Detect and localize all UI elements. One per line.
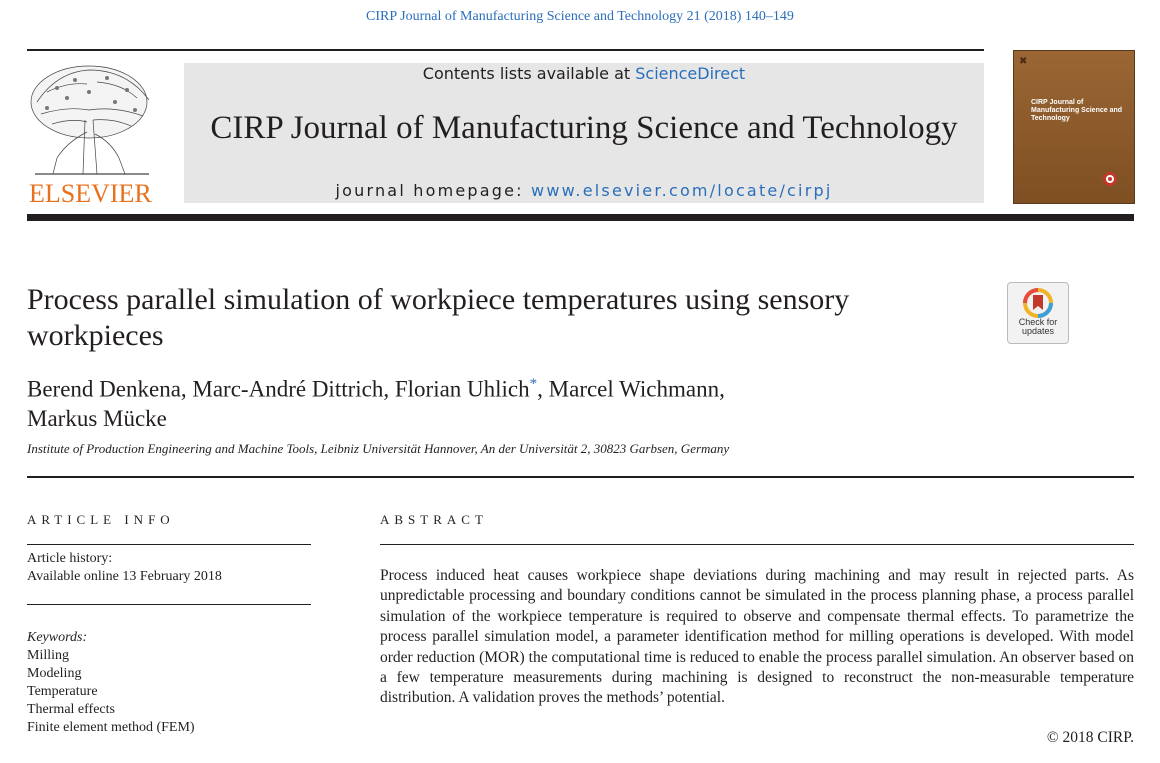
check-updates-icon xyxy=(1023,288,1053,318)
affiliation: Institute of Production Engineering and … xyxy=(27,441,730,456)
keywords-block: Keywords: Milling Modeling Temperature T… xyxy=(27,629,311,737)
check-updates-line2: updates xyxy=(1021,326,1055,336)
homepage-line: journal homepage: www.elsevier.com/locat… xyxy=(184,181,984,200)
homepage-prefix: journal homepage: xyxy=(335,181,532,200)
elsevier-logo: ELSEVIER xyxy=(27,62,157,208)
article-title: Process parallel simulation of workpiece… xyxy=(27,283,850,352)
homepage-link[interactable]: www.elsevier.com/locate/cirpj xyxy=(531,181,833,200)
keyword-item: Temperature xyxy=(27,684,98,699)
keywords-label: Keywords: xyxy=(27,630,88,645)
journal-banner xyxy=(184,63,984,203)
journal-title: CIRP Journal of Manufacturing Science an… xyxy=(210,110,958,146)
authors-line-1: Berend Denkena, Marc-André Dittrich, Flo… xyxy=(27,370,867,404)
article-info-heading: ARTICLE INFO xyxy=(27,512,175,527)
contents-line: Contents lists available at ScienceDirec… xyxy=(184,64,984,83)
abstract-heading: ABSTRACT xyxy=(380,512,488,527)
affiliation-rule xyxy=(27,476,1134,478)
authors: Berend Denkena, Marc-André Dittrich, Flo… xyxy=(27,370,867,433)
history-value: Available online 13 February 2018 xyxy=(27,569,222,584)
keyword-item: Finite element method (FEM) xyxy=(27,720,195,735)
check-updates-label: Check for updates xyxy=(1007,318,1069,336)
header-thick-rule xyxy=(27,214,1134,221)
cover-mark-icon: ✖ xyxy=(1019,56,1028,67)
elsevier-wordmark: ELSEVIER xyxy=(29,179,152,204)
article-history: Article history: Available online 13 Feb… xyxy=(27,550,311,586)
elsevier-tree-icon: ELSEVIER xyxy=(27,62,157,208)
running-head[interactable]: CIRP Journal of Manufacturing Science an… xyxy=(366,9,794,24)
keyword-item: Modeling xyxy=(27,666,82,681)
authors-part-b: , Marcel Wichmann, xyxy=(537,376,725,402)
article-info-rule-1 xyxy=(27,544,311,545)
sciencedirect-link[interactable]: ScienceDirect xyxy=(635,64,746,83)
authors-line-2: Markus Mücke xyxy=(27,405,167,431)
copyright: © 2018 CIRP. xyxy=(1046,729,1134,746)
abstract-rule xyxy=(380,544,1134,545)
check-for-updates-button[interactable] xyxy=(1007,282,1069,344)
article-info-rule-2 xyxy=(27,604,311,605)
keyword-item: Thermal effects xyxy=(27,702,115,717)
cover-title: CIRP Journal of Manufacturing Science an… xyxy=(1031,99,1123,122)
corresponding-author-mark[interactable]: * xyxy=(529,376,538,392)
contents-prefix: Contents lists available at xyxy=(422,64,636,83)
check-updates-line1: Check for xyxy=(1018,317,1058,327)
abstract-text: Process induced heat causes workpiece sh… xyxy=(380,567,1134,707)
history-label: Article history: xyxy=(27,551,113,566)
top-rule xyxy=(27,49,984,51)
authors-part-a: Berend Denkena, Marc-André Dittrich, Flo… xyxy=(27,376,530,402)
cover-cirp-icon xyxy=(1102,171,1118,192)
keyword-item: Milling xyxy=(27,648,70,663)
